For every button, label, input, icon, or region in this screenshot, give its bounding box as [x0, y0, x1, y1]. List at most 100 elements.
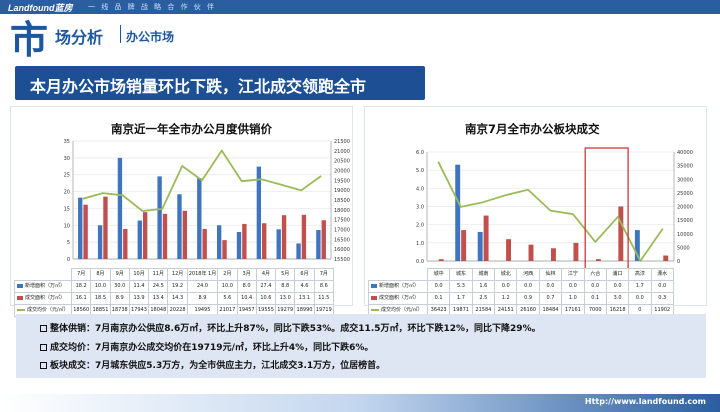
table-header-cell: 6月	[294, 268, 315, 281]
table-cell: 5.3	[449, 280, 473, 293]
y-left-tick-label: 0.0	[416, 259, 424, 265]
table-row-label: 成交面积（万㎡）	[13, 292, 73, 305]
table-cell: 8.0	[236, 280, 257, 293]
table-cell: 0.9	[516, 292, 540, 305]
bar-sales	[123, 228, 128, 259]
table-cell: 0.0	[426, 280, 451, 293]
table-header-cell: 4月	[255, 268, 277, 281]
bar-supply	[177, 194, 182, 259]
table-cell: 0.0	[494, 280, 518, 293]
bar-sales	[182, 210, 188, 259]
table-cell: 2.5	[471, 292, 496, 305]
y-left-tick-label: 35	[64, 139, 70, 145]
y-left-tick-label: 1.0	[416, 241, 424, 247]
table-header-cell: 六合	[583, 268, 607, 281]
bar-sales	[281, 215, 287, 259]
monthly-chart-panel: 南京近一年全市办公月度供销价 0 5 10 15 20 25 30 35 15500 16000 1…	[10, 106, 353, 317]
bar-supply	[137, 220, 142, 259]
bar-sales	[483, 215, 489, 261]
bar-supply	[276, 229, 281, 259]
y-left-tick-label: 3.0	[416, 205, 424, 211]
table-header-row: 城中 城东 城南 城北 河西 仙林 江宁 六合 浦口 高淳 溧水	[369, 268, 674, 281]
table-cell: 0.0	[583, 280, 607, 293]
legend-label: 成交均价（元/㎡）	[381, 307, 423, 313]
table-cell: 18.2	[71, 280, 92, 293]
table-cell: 19.2	[167, 280, 188, 293]
table-cell: 16.1	[71, 292, 92, 305]
legend-label: 成交面积（万㎡）	[379, 295, 420, 301]
table-cell: 1.0	[561, 292, 585, 305]
table-cell: 13.4	[148, 292, 169, 305]
footer-url[interactable]: Http://www.landfound.com	[584, 397, 706, 406]
legend-swatch	[17, 283, 23, 288]
summary-line-1: 整体供销：7月南京办公供应8.6万㎡，环比上升87%，同比下跌53%。成交11.…	[40, 321, 541, 334]
y-right-tick-label: 25000	[677, 191, 693, 197]
table-cell: 8.6	[313, 280, 335, 293]
table-cell: 24.0	[186, 280, 219, 293]
y-right-tick-label: 16000	[334, 247, 350, 253]
price-line	[82, 149, 322, 212]
legend-label: 成交均价（元/㎡）	[27, 307, 69, 313]
y-left-tick-label: 10	[64, 223, 70, 229]
y-left-tick-label: 5.0	[416, 168, 424, 174]
table-cell: 13.9	[128, 292, 150, 305]
y-right-tick-label: 21500	[334, 139, 350, 145]
table-cell: 0.0	[516, 280, 540, 293]
table-cell: 10.6	[255, 292, 277, 305]
bar-sales	[461, 230, 467, 261]
y-right-tick-label: 17500	[334, 218, 350, 224]
table-cell: 3.0	[605, 292, 630, 305]
table-header-cell: 河西	[516, 268, 540, 281]
table-cell: 0.1	[583, 292, 607, 305]
bar-sales	[663, 255, 669, 261]
bar-sales	[142, 212, 148, 259]
bar-supply	[634, 230, 640, 261]
summary-line-3: 板块成交：7月城东供应5.3万方，为全市供应主力，江北成交3.1万方，位居榜首。	[40, 358, 385, 371]
y-left-tick-label: 15	[64, 206, 70, 212]
bar-sales	[262, 223, 267, 259]
y-right-tick-label: 40000	[677, 150, 693, 156]
checkbox-icon	[40, 325, 47, 332]
table-cell: 0.1	[426, 292, 451, 305]
bar-supply	[197, 178, 202, 259]
bar-sales	[103, 196, 108, 259]
table-header-cell: 城中	[426, 268, 451, 281]
monthly-chart: 0 5 10 15 20 25 30 35 15500 16000 16500 17000 17500 1…	[64, 139, 350, 263]
checkbox-icon	[40, 344, 47, 351]
brand-logo: Landfound蓝房	[8, 3, 73, 13]
table-cell: 8.9	[109, 292, 130, 305]
monthly-data-table: 7月 8月 9月 10月 11月 12月 2018年 1月 2月 3月 4月 5月 6月 7月 新增面积（…	[13, 268, 335, 317]
y-left-tick-label: 25	[64, 173, 70, 179]
y-right-tick-label: 30000	[677, 177, 693, 183]
y-left-tick-label: 20	[64, 190, 70, 196]
table-cell: 1.6	[471, 280, 496, 293]
table-cell: 0.0	[561, 280, 585, 293]
y-left-tick-label: 5	[67, 240, 70, 246]
table-header-cell: 7月	[313, 268, 335, 281]
legend-label: 成交面积（万㎡）	[25, 295, 66, 301]
legend-swatch	[371, 283, 377, 288]
y-left-tick-label: 0	[67, 257, 70, 263]
table-cell: 10.4	[236, 292, 257, 305]
summary-line-2: 成交均价：7月南京办公成交均价在19719元/㎡，环比上升4%，同比下跌6%。	[40, 340, 373, 353]
table-header-cell: 城北	[494, 268, 518, 281]
y-right-tick-label: 15000	[677, 218, 693, 224]
table-row: 新增面积（万㎡） 0.0 5.3 1.6 0.0 0.0 0.0 0.0 0.0 0.0 1.7 0.…	[368, 280, 674, 293]
table-row: 成交面积（万㎡） 16.1 18.5 8.9 13.9 13.4 14.3 8.9 5.6 10.…	[13, 292, 335, 305]
bar-supply	[97, 225, 103, 259]
bar-sales	[595, 259, 601, 261]
table-header-cell: 10月	[128, 268, 150, 281]
district-chart-panel: 南京7月全市办公板块成交 0.0 1.0 2.0 3.0 4.0 5.0 6.0 0 5000 1…	[364, 106, 707, 317]
bar-sales	[528, 244, 534, 261]
table-cell: 0.0	[650, 280, 674, 293]
legend-swatch	[17, 295, 23, 300]
y-right-tick-label: 18500	[334, 198, 350, 204]
bar-sales	[551, 248, 556, 261]
y-left-tick-label: 2.0	[416, 223, 424, 229]
table-cell: 5.6	[217, 292, 238, 305]
bar-sales	[618, 206, 624, 261]
table-header-row: 7月 8月 9月 10月 11月 12月 2018年 1月 2月 3月 4月 5月 6月 7月	[15, 268, 335, 281]
bar-sales	[438, 259, 444, 261]
y-right-tick-label: 10000	[677, 232, 693, 238]
title-divider	[120, 25, 121, 43]
